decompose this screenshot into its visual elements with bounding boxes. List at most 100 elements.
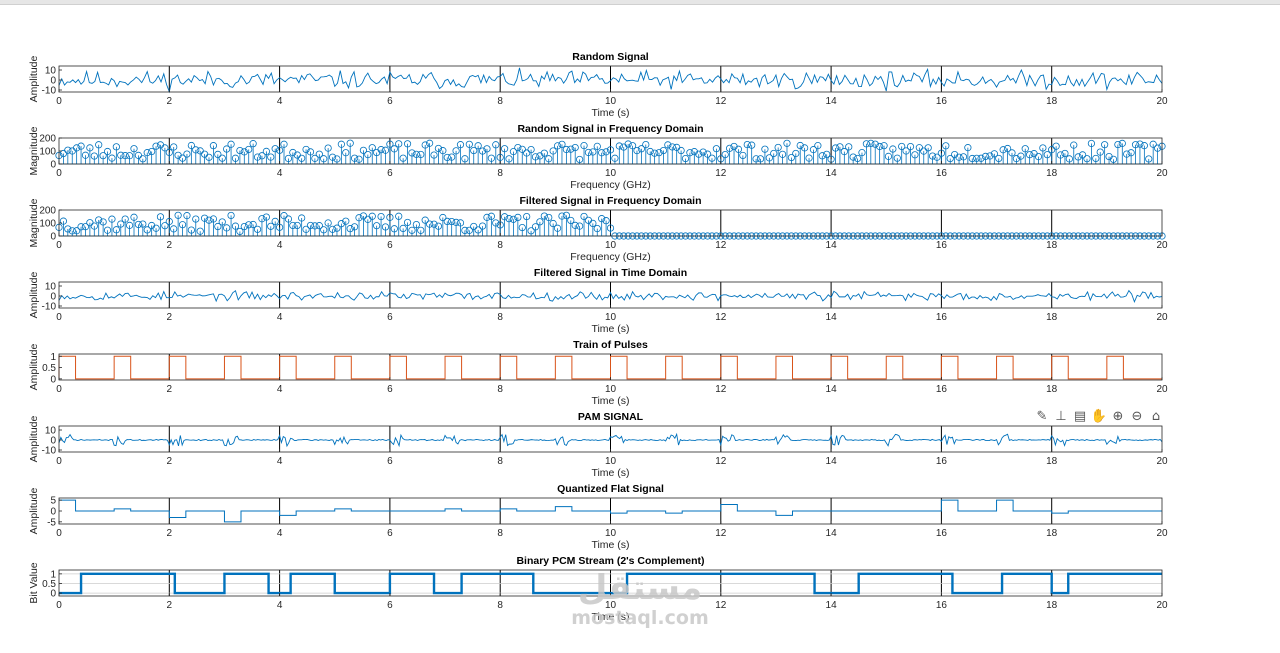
x-tick-label: 14 bbox=[826, 312, 838, 323]
step-line bbox=[59, 572, 1162, 595]
stem-marker bbox=[161, 144, 169, 152]
stem-marker bbox=[509, 215, 518, 223]
stem-marker bbox=[598, 215, 606, 223]
x-tick-label: 6 bbox=[387, 456, 393, 467]
y-axis-label: Amplitude bbox=[28, 416, 40, 463]
brush-icon[interactable]: ✎ bbox=[1036, 408, 1048, 424]
stem-marker bbox=[818, 152, 826, 160]
stem-marker bbox=[765, 154, 773, 162]
stem-marker bbox=[1127, 149, 1135, 157]
y-tick-label: 0 bbox=[50, 76, 56, 87]
stem-marker bbox=[417, 150, 425, 159]
x-tick-label: 12 bbox=[715, 240, 727, 251]
x-tick-label: 2 bbox=[167, 240, 173, 251]
stem-marker bbox=[562, 145, 570, 154]
stem-marker bbox=[1017, 152, 1025, 160]
pan-icon[interactable]: ✋ bbox=[1090, 408, 1108, 424]
x-tick-label: 16 bbox=[936, 312, 948, 323]
stem-marker bbox=[580, 142, 588, 150]
stem-marker bbox=[752, 155, 760, 163]
stem-marker bbox=[386, 140, 394, 148]
stem-marker bbox=[514, 143, 522, 152]
stem-marker bbox=[178, 221, 187, 229]
stem-marker bbox=[937, 149, 946, 157]
subplot-title: PAM SIGNAL bbox=[578, 411, 644, 423]
stem-marker bbox=[973, 154, 981, 162]
subplot-title: Quantized Flat Signal bbox=[557, 483, 664, 495]
stem-marker bbox=[699, 148, 707, 156]
stem-marker bbox=[386, 213, 394, 221]
stem-marker bbox=[214, 150, 222, 159]
x-tick-label: 10 bbox=[605, 600, 617, 611]
stem-marker bbox=[112, 226, 120, 234]
x-tick-label: 20 bbox=[1156, 528, 1168, 539]
x-tick-label: 0 bbox=[56, 600, 62, 611]
stem-marker bbox=[73, 227, 81, 235]
stem-marker bbox=[99, 152, 107, 160]
x-tick-label: 14 bbox=[826, 528, 838, 539]
stem-marker bbox=[880, 142, 888, 150]
stem-marker bbox=[959, 153, 968, 161]
x-tick-label: 6 bbox=[387, 240, 393, 251]
stem-marker bbox=[403, 140, 412, 148]
stem-marker bbox=[337, 220, 345, 228]
stem-marker bbox=[253, 225, 262, 233]
stem-marker bbox=[483, 145, 491, 153]
data-tips-icon[interactable]: ⊥ bbox=[1055, 408, 1067, 424]
x-tick-label: 4 bbox=[277, 312, 283, 323]
x-tick-label: 8 bbox=[497, 384, 503, 395]
stem-marker bbox=[236, 227, 244, 236]
zoom-in-icon[interactable]: ⊕ bbox=[1112, 408, 1124, 424]
stem-marker bbox=[1008, 149, 1016, 157]
home-icon[interactable]: ⌂ bbox=[1151, 408, 1161, 424]
stem-marker bbox=[1123, 150, 1131, 158]
stem-marker bbox=[342, 217, 350, 225]
stem-marker bbox=[1145, 155, 1153, 163]
y-tick-label: 10 bbox=[45, 66, 57, 77]
stem-marker bbox=[77, 223, 85, 231]
stem-marker bbox=[117, 220, 125, 228]
stem-marker bbox=[655, 149, 663, 157]
stem-marker bbox=[642, 140, 650, 149]
x-tick-label: 10 bbox=[605, 456, 617, 467]
stem-marker bbox=[739, 151, 747, 160]
stem-marker bbox=[531, 153, 540, 161]
x-tick-label: 16 bbox=[936, 168, 948, 179]
stem-marker bbox=[456, 219, 465, 227]
stem-marker bbox=[315, 150, 323, 158]
stem-marker bbox=[249, 220, 257, 229]
y-axis-label: Amplitude bbox=[28, 272, 40, 319]
x-tick-label: 16 bbox=[936, 528, 948, 539]
x-tick-label: 8 bbox=[497, 600, 503, 611]
stem-marker bbox=[253, 153, 262, 161]
stem-marker bbox=[73, 144, 81, 152]
y-tick-label: 100 bbox=[39, 147, 56, 158]
stem-marker bbox=[125, 221, 134, 229]
stem-marker bbox=[576, 155, 584, 164]
stem-marker bbox=[337, 140, 345, 148]
stem-marker bbox=[523, 212, 531, 221]
stem-marker bbox=[267, 153, 275, 161]
stem-marker bbox=[783, 139, 791, 147]
x-tick-label: 12 bbox=[715, 456, 727, 467]
stem-marker bbox=[421, 216, 429, 224]
stem-marker bbox=[553, 142, 562, 150]
x-tick-label: 14 bbox=[826, 96, 838, 107]
stem-marker bbox=[646, 147, 654, 156]
stem-marker bbox=[165, 217, 173, 226]
x-axis-label: Time (s) bbox=[591, 611, 629, 623]
stem-marker bbox=[99, 218, 107, 226]
save-icon[interactable]: ▤ bbox=[1073, 408, 1087, 424]
stem-marker bbox=[518, 223, 526, 232]
stem-marker bbox=[351, 154, 359, 162]
stem-marker bbox=[633, 146, 641, 155]
x-tick-label: 14 bbox=[826, 600, 838, 611]
stem-marker bbox=[346, 225, 354, 233]
zoom-out-icon[interactable]: ⊖ bbox=[1131, 408, 1143, 424]
y-tick-label: 0 bbox=[50, 292, 56, 303]
stem-marker bbox=[549, 219, 557, 228]
